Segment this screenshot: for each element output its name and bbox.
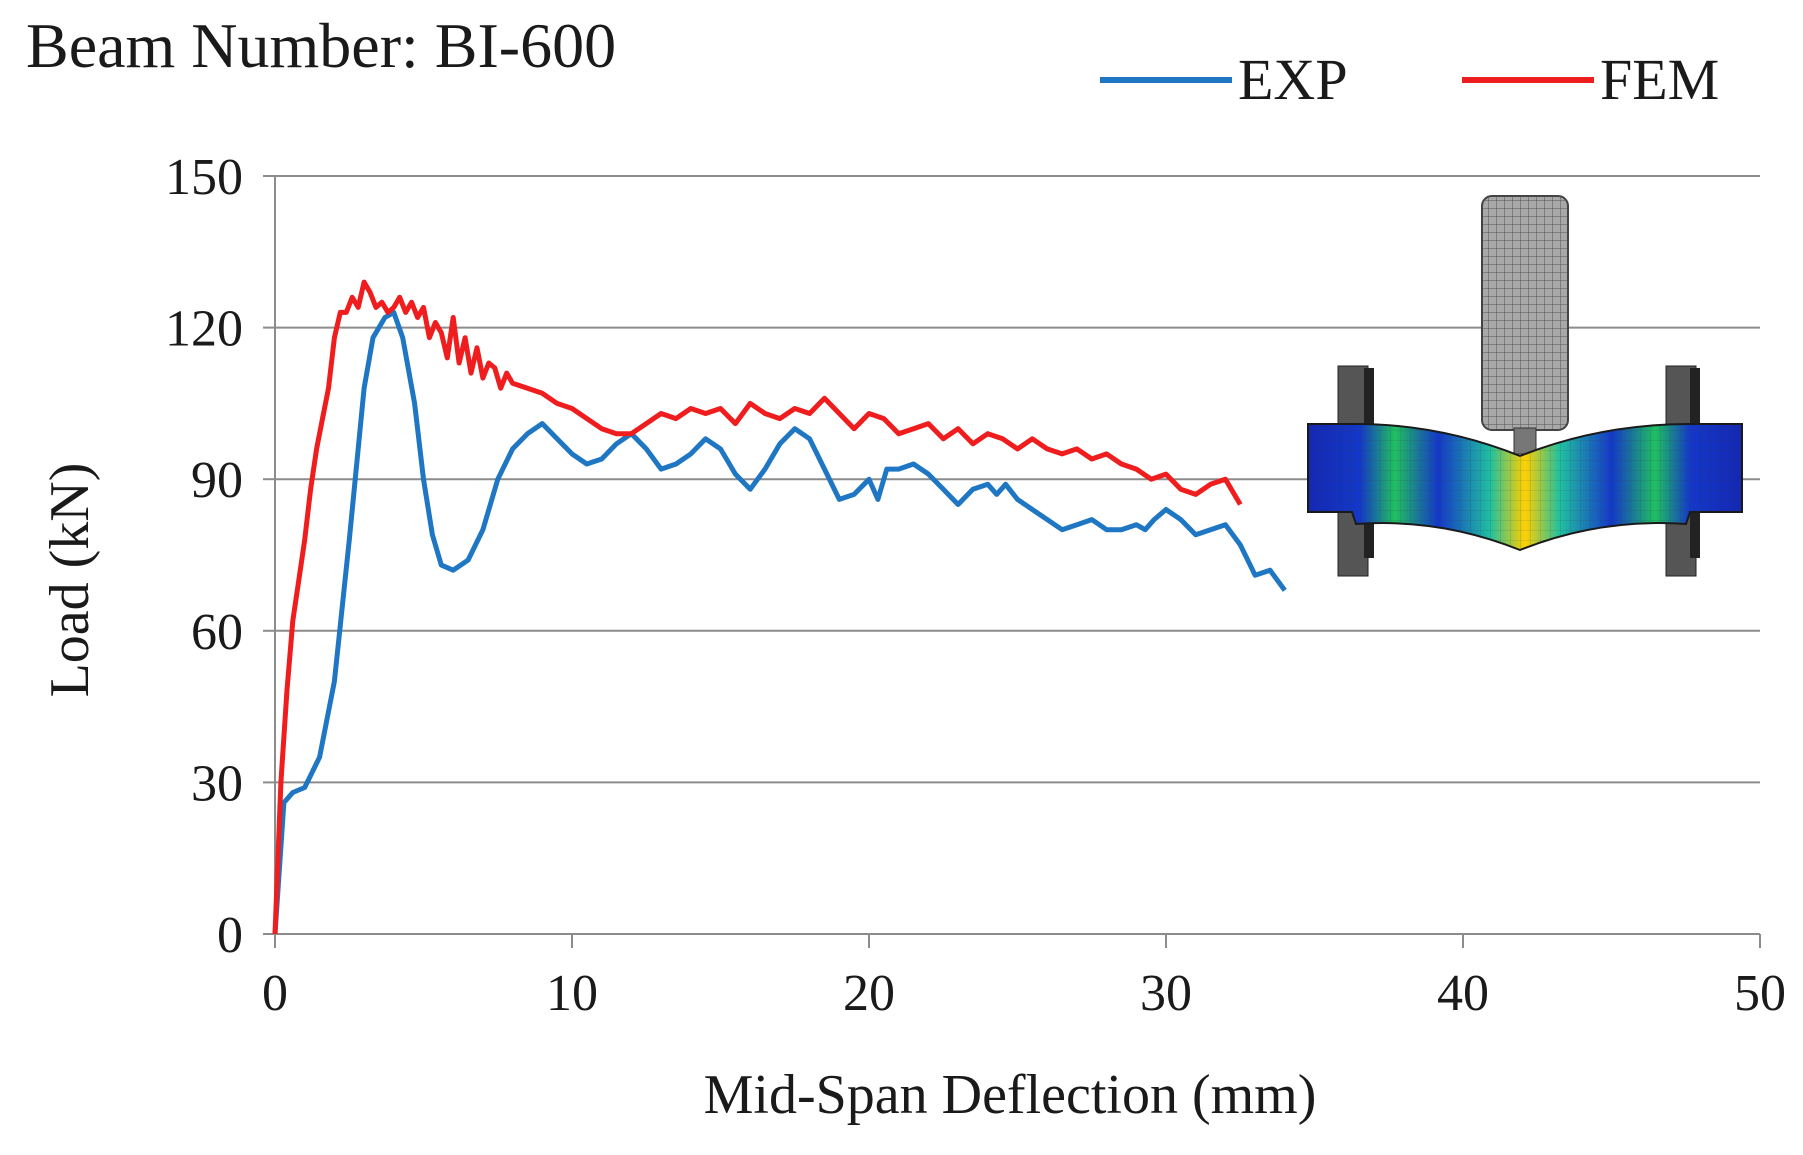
y-tick-label: 150 <box>165 149 243 206</box>
y-tick-labels: 0 30 60 90 120 150 <box>165 149 243 964</box>
x-tick-label: 0 <box>262 965 288 1022</box>
x-tick-label: 30 <box>1140 965 1192 1022</box>
y-tick-label: 90 <box>191 452 243 509</box>
chart-title: Beam Number: BI-600 <box>26 10 617 81</box>
series-line-fem <box>272 279 1243 935</box>
y-axis-label: Load (kN) <box>39 463 101 698</box>
y-tick-label: 120 <box>165 301 243 358</box>
x-tick-label: 50 <box>1734 965 1786 1022</box>
series-lines <box>272 279 1287 935</box>
beam-mesh <box>1308 424 1742 550</box>
legend-item-exp: EXP <box>1100 48 1348 112</box>
y-tick-label: 30 <box>191 755 243 812</box>
legend-label-fem: FEM <box>1600 47 1720 112</box>
x-tick-labels: 0 10 20 30 40 50 <box>262 965 1786 1022</box>
legend-label-exp: EXP <box>1238 47 1348 112</box>
x-axis-label: Mid-Span Deflection (mm) <box>704 1064 1317 1126</box>
fem-beam-inset-image <box>1307 195 1743 577</box>
y-tick-label: 60 <box>191 604 243 661</box>
axes <box>263 175 1761 948</box>
series-line-exp <box>272 309 1287 935</box>
legend-swatch-exp <box>1100 77 1232 83</box>
legend-item-fem: FEM <box>1462 48 1719 112</box>
x-tick-label: 40 <box>1437 965 1489 1022</box>
legend-swatch-fem <box>1462 77 1594 83</box>
loading-cylinder <box>1481 195 1569 431</box>
y-tick-label: 0 <box>217 907 243 964</box>
x-tick-label: 10 <box>546 965 598 1022</box>
x-tick-label: 20 <box>843 965 895 1022</box>
